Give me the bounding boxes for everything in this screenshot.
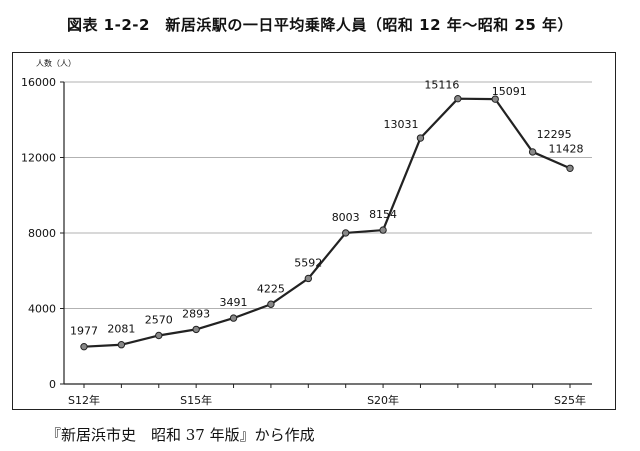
data-label: 5592: [294, 256, 322, 269]
data-point: [267, 300, 275, 308]
data-point: [566, 164, 574, 172]
data-label: 11428: [549, 142, 584, 155]
data-point: [304, 274, 313, 283]
data-label: 4225: [257, 282, 285, 295]
data-point: [341, 229, 350, 237]
x-tick-label: S12年: [68, 393, 100, 407]
x-tick-label: S20年: [367, 393, 399, 407]
line-chart: 人数（人） 0 4000 8000 12000 16000 S12年 S15年 S20年 S25年…: [21, 58, 592, 407]
data-point: [379, 226, 387, 234]
data-point: [117, 341, 126, 349]
data-point: [229, 314, 238, 322]
series-line: [83, 97, 571, 348]
chart-frame: [12, 52, 616, 410]
y-tick-label: 0: [49, 378, 56, 391]
data-label: 1977: [70, 325, 98, 338]
y-axis-label: 人数（人）: [36, 58, 76, 68]
data-point: [155, 331, 163, 340]
data-label: 15116: [424, 79, 459, 92]
data-point: [528, 148, 537, 156]
data-label: 3491: [220, 296, 248, 309]
source-note: 『新居浜市史 昭和 37 年版』から作成: [46, 426, 315, 444]
x-tick-label: S15年: [180, 393, 212, 407]
data-label: 2893: [182, 307, 210, 320]
y-tick-label: 12000: [21, 152, 56, 165]
chart-title: 図表 1-2-2 新居浜駅の一日平均乗降人員（昭和 12 年～昭和 25 年）: [66, 16, 574, 34]
data-point: [491, 95, 499, 103]
y-tick-label: 4000: [28, 303, 56, 316]
data-label: 15091: [492, 85, 527, 98]
data-point: [80, 342, 88, 351]
y-tick-label: 8000: [28, 227, 56, 240]
data-label: 8154: [369, 208, 397, 221]
data-label: 13031: [383, 118, 418, 131]
y-tick-label: 16000: [21, 76, 56, 89]
data-label: 2570: [145, 313, 173, 326]
data-point: [416, 134, 425, 142]
x-tick-label: S25年: [554, 393, 586, 407]
data-point: [192, 325, 200, 334]
data-label: 12295: [537, 128, 572, 141]
data-label: 2081: [107, 323, 135, 336]
data-point: [454, 94, 462, 103]
data-label: 8003: [332, 211, 360, 224]
